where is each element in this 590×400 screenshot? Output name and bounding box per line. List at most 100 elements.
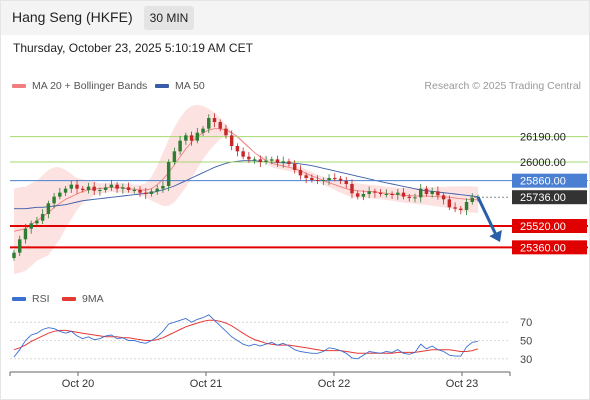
rsi-ma-line (13, 319, 479, 354)
candle-body (207, 118, 211, 129)
candle-body (430, 191, 434, 194)
candle-body (155, 188, 159, 192)
timeframe-button[interactable]: 30 MIN (144, 6, 194, 30)
level-label-pivot: 25860.00 (520, 176, 566, 188)
x-axis-label: Oct 22 (318, 378, 350, 390)
candle-body (69, 184, 74, 189)
rsi-line (13, 314, 479, 360)
candle-body (166, 162, 171, 186)
candle-body (258, 159, 263, 162)
ma50-swatch (155, 84, 169, 88)
candle-body (201, 128, 205, 133)
x-axis-label: Oct 23 (446, 378, 478, 390)
candle-body (252, 159, 257, 161)
candle-body (436, 191, 440, 196)
candle-body (58, 192, 62, 197)
candle-body (470, 198, 474, 202)
candle-body (287, 161, 291, 164)
rsi-tick-label: 30 (520, 354, 532, 366)
candle-body (373, 191, 377, 193)
candle-body (264, 160, 268, 162)
candle-body (424, 188, 429, 194)
candle-body (350, 184, 354, 194)
candle-body (229, 135, 234, 146)
rsi-tick-label: 70 (520, 317, 532, 329)
candle-body (115, 184, 119, 189)
candle-body (109, 184, 114, 188)
candle-body (35, 220, 39, 224)
candle-body (235, 146, 240, 152)
candle-body (396, 192, 400, 195)
level-label-box-current (512, 190, 587, 205)
candle-body (224, 128, 228, 136)
candle-body (447, 199, 452, 208)
candle-body (441, 195, 446, 200)
candle-body (310, 178, 314, 180)
candle-body (144, 192, 148, 194)
candle-body (270, 159, 274, 161)
candle-body (378, 192, 383, 194)
level-label-support: 25520.00 (520, 221, 566, 233)
level-label-current: 25736.00 (520, 192, 566, 204)
legend-ma50: MA 50 (155, 80, 205, 92)
projection-arrow-head (489, 229, 502, 242)
candle-body (390, 194, 394, 195)
rsi-swatch (12, 297, 26, 301)
candle-body (29, 223, 33, 229)
timestamp: Thursday, October 23, 2025 5:10:19 AM CE… (13, 41, 253, 55)
candle-body (304, 175, 308, 178)
candle-body (459, 208, 463, 210)
candle-body (338, 178, 343, 181)
candle-body (212, 118, 217, 122)
ma20-swatch (12, 84, 26, 88)
candle-body (298, 170, 303, 176)
candle-body (23, 228, 28, 240)
header-bar (1, 1, 589, 35)
candle-body (247, 156, 251, 160)
candle-body (464, 202, 469, 210)
candle-body (98, 190, 102, 191)
candle-body (81, 188, 85, 190)
instrument-title: Hang Seng (HKFE) (12, 9, 133, 25)
candle-body (384, 194, 389, 195)
candle-body (12, 252, 16, 258)
candle-body (18, 239, 22, 253)
candle-body (92, 186, 96, 191)
candle-body (189, 135, 194, 141)
candle-body (178, 140, 182, 152)
ma50-label: MA 50 (175, 80, 205, 92)
candle-body (453, 207, 457, 209)
x-axis-label: Oct 21 (190, 378, 222, 390)
legend-rsi: RSI (12, 293, 50, 305)
candle-body (195, 132, 200, 141)
candle-body (315, 180, 320, 181)
candle-body (149, 191, 154, 194)
candle-body (132, 190, 137, 191)
candle-body (361, 194, 366, 197)
candle-body (75, 184, 79, 189)
candle-body (161, 186, 165, 189)
candle-body (367, 191, 371, 194)
candle-body (407, 196, 411, 198)
candle-body (241, 151, 245, 157)
ma50-line (14, 160, 479, 210)
projection-arrow-line (476, 196, 499, 238)
candle-body (292, 164, 297, 170)
rsi-ma-swatch (62, 297, 76, 301)
candle-body (418, 188, 423, 198)
legend-rsi-ma: 9MA (62, 293, 104, 305)
candle-body (172, 151, 177, 162)
candle-body (321, 180, 326, 181)
rsi-ma-label: 9MA (82, 293, 104, 305)
candle-body (401, 192, 406, 197)
candle-body (63, 188, 68, 193)
candle-body (103, 187, 108, 190)
rsi-tick-label: 50 (520, 336, 532, 348)
candle-body (344, 180, 348, 184)
legend-ma20: MA 20 + Bollinger Bands (12, 80, 147, 92)
candle-body (184, 135, 188, 141)
ma20-line (13, 128, 479, 232)
candle-body (413, 197, 417, 199)
candle-body (281, 161, 285, 163)
